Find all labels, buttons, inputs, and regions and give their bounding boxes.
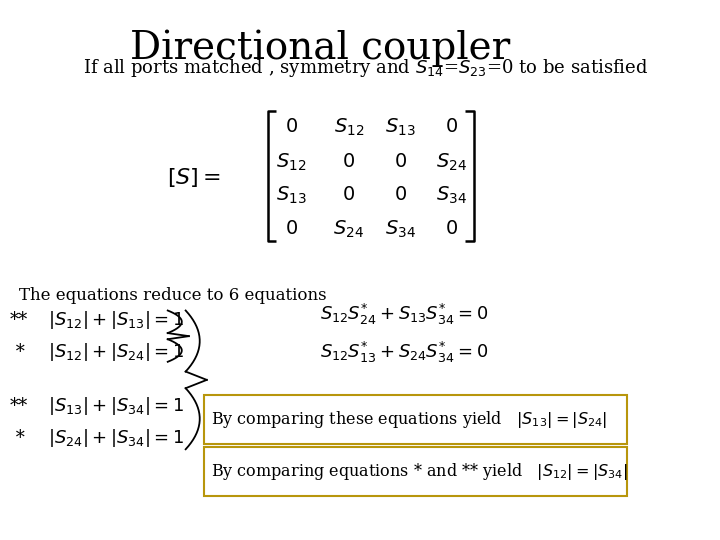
- Text: **: **: [9, 310, 28, 329]
- Text: $S_{34}$: $S_{34}$: [436, 185, 467, 206]
- Text: $|S_{12}|+|S_{13}|=1$: $|S_{12}|+|S_{13}|=1$: [48, 309, 184, 330]
- Text: $S_{13}$: $S_{13}$: [384, 116, 415, 138]
- Text: $|S_{12}|+|S_{24}|=1$: $|S_{12}|+|S_{24}|=1$: [48, 341, 184, 363]
- Text: $S_{24}$: $S_{24}$: [436, 151, 467, 173]
- Text: $|S_{13}|+|S_{34}|=1$: $|S_{13}|+|S_{34}|=1$: [48, 395, 184, 417]
- Text: $0$: $0$: [285, 220, 298, 239]
- Text: $|S_{24}|+|S_{34}|=1$: $|S_{24}|+|S_{34}|=1$: [48, 428, 184, 449]
- Text: $S_{12}$: $S_{12}$: [334, 116, 364, 138]
- Text: $S_{12}S_{24}^{*}+S_{13}S_{34}^{*}=0$: $S_{12}S_{24}^{*}+S_{13}S_{34}^{*}=0$: [320, 302, 488, 327]
- Text: By comparing these equations yield   $|S_{13}|=|S_{24}|$: By comparing these equations yield $|S_{…: [211, 409, 608, 430]
- Text: By comparing equations * and ** yield   $|S_{12}|=|S_{34}|$: By comparing equations * and ** yield $|…: [211, 461, 628, 482]
- Text: $S_{12}S_{13}^{*}+S_{24}S_{34}^{*}=0$: $S_{12}S_{13}^{*}+S_{24}S_{34}^{*}=0$: [320, 340, 488, 365]
- Text: Directional coupler: Directional coupler: [130, 30, 510, 67]
- Text: *: *: [9, 429, 24, 448]
- Text: $0$: $0$: [394, 186, 407, 205]
- Text: $[S]=$: $[S]=$: [167, 166, 221, 188]
- Text: $0$: $0$: [343, 153, 356, 171]
- Text: **: **: [9, 397, 28, 415]
- Text: $S_{12}$: $S_{12}$: [276, 151, 307, 173]
- Text: $S_{34}$: $S_{34}$: [384, 219, 415, 240]
- Text: $0$: $0$: [343, 186, 356, 205]
- Bar: [204, 447, 627, 496]
- Text: $0$: $0$: [285, 118, 298, 136]
- Text: The equations reduce to 6 equations: The equations reduce to 6 equations: [19, 287, 327, 304]
- Text: $0$: $0$: [445, 118, 458, 136]
- Text: $S_{24}$: $S_{24}$: [333, 219, 364, 240]
- Text: $S_{13}$: $S_{13}$: [276, 185, 307, 206]
- Bar: [204, 395, 627, 444]
- Text: *: *: [9, 343, 24, 361]
- Text: If all ports matched , symmetry and $S_{14}$=$S_{23}$=0 to be satisfied: If all ports matched , symmetry and $S_{…: [84, 57, 649, 79]
- Text: $0$: $0$: [445, 220, 458, 239]
- Text: $0$: $0$: [394, 153, 407, 171]
